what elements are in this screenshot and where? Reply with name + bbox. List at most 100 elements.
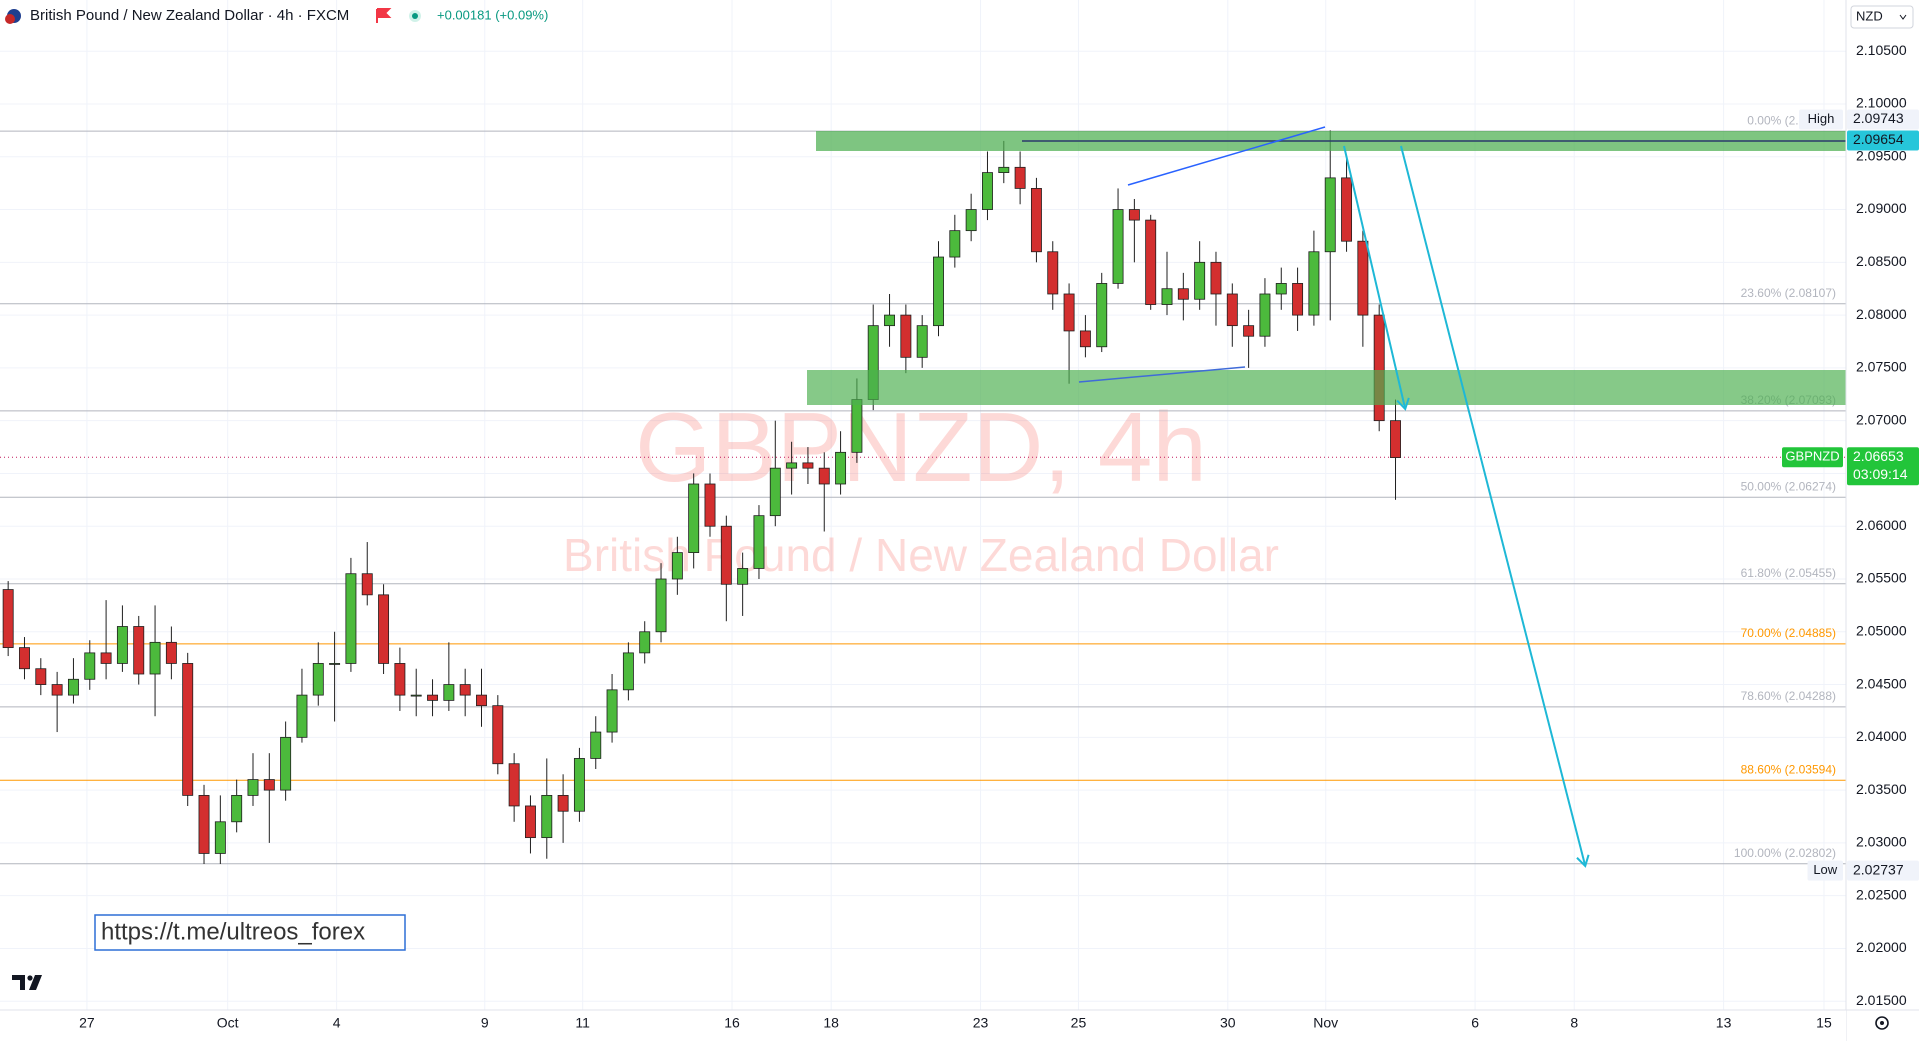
candle-body	[818, 467, 830, 485]
candle-body	[622, 652, 634, 691]
settings-icon[interactable]	[1875, 1016, 1889, 1030]
candle-body	[606, 689, 618, 733]
watermark: GBPNZD, 4h British Pound / New Zealand D…	[563, 392, 1279, 581]
x-tick-label: Nov	[1313, 1015, 1338, 1031]
y-tick-label: 2.10500	[1856, 42, 1907, 58]
candle-body	[541, 794, 553, 839]
x-tick-label: 9	[481, 1015, 489, 1031]
x-tick-label: Oct	[217, 1015, 239, 1031]
y-tick-label: 2.02500	[1856, 886, 1907, 902]
flag-marker[interactable]	[376, 8, 392, 23]
candle-body	[296, 694, 308, 738]
y-tick-label: 2.01500	[1856, 992, 1907, 1008]
candle-body	[165, 641, 177, 664]
candle-body	[476, 694, 487, 707]
candle-body	[753, 515, 765, 569]
watermark-symbol: GBPNZD, 4h	[635, 392, 1207, 502]
price-tags: 2.09743 High 2.09654 2.06653 03:09:14 GBPNZD 2…	[1782, 109, 1919, 881]
trend-line[interactable]	[1127, 126, 1326, 186]
candle-body	[427, 694, 438, 701]
candle-body	[671, 552, 683, 580]
candle-body	[1390, 420, 1401, 459]
link-frame[interactable]	[94, 914, 406, 951]
currency-button[interactable]	[1850, 5, 1914, 29]
price-tag-label-bg	[1799, 109, 1843, 130]
fib-label: 61.80% (2.05455)	[1741, 566, 1836, 580]
candle-body	[51, 684, 63, 696]
candle-body	[998, 166, 1010, 173]
status-dot	[412, 13, 418, 19]
candle-body	[214, 821, 226, 854]
candle-body	[1243, 325, 1255, 337]
candle-body	[655, 578, 667, 633]
candle-body	[361, 573, 373, 596]
y-tick-label: 2.03000	[1856, 834, 1907, 850]
y-tick-label: 2.02000	[1856, 939, 1907, 955]
price-tag	[1847, 447, 1919, 486]
symbol-title[interactable]: British Pound / New Zealand Dollar · 4h …	[30, 7, 349, 24]
candle-body	[133, 626, 145, 675]
flag-icon	[5, 14, 15, 24]
price-tag-value: 2.09743	[1853, 110, 1904, 126]
candle-body	[1079, 330, 1091, 348]
y-tick-label: 2.08500	[1856, 253, 1907, 269]
candle-body	[1324, 177, 1336, 253]
candle-body	[688, 483, 700, 554]
projection-arrow[interactable]	[1400, 145, 1590, 868]
candle-body	[280, 736, 292, 791]
fib-label: 50.00% (2.06274)	[1741, 479, 1836, 493]
candle-body	[100, 652, 112, 664]
price-tag-label-bg	[1807, 860, 1843, 881]
candle-body	[394, 663, 406, 696]
candle-body	[1341, 177, 1353, 242]
candle-body	[802, 462, 814, 469]
candle-body	[1292, 283, 1304, 316]
candle-body	[329, 663, 341, 665]
candle-body	[378, 594, 390, 664]
candle-body	[1128, 209, 1140, 221]
candle-body	[1047, 251, 1059, 295]
candle-body	[84, 652, 96, 680]
candle-body	[312, 663, 324, 696]
candle-body	[851, 399, 863, 453]
candle-body	[1275, 283, 1287, 295]
x-tick-label: 27	[79, 1015, 95, 1031]
candle-body	[900, 314, 912, 358]
candle-body	[2, 589, 14, 649]
link-text[interactable]: https://t.me/ultreos_forex	[101, 918, 365, 945]
time-axis-panel[interactable]	[0, 1010, 1846, 1041]
candle-body	[1259, 293, 1271, 337]
candle-body	[492, 705, 504, 765]
price-tag-label: Low	[1813, 862, 1837, 877]
candle-body	[345, 573, 357, 664]
candle-body	[704, 483, 716, 527]
x-tick-label: 15	[1816, 1015, 1832, 1031]
trend-line[interactable]	[1078, 366, 1246, 383]
candle-body	[247, 779, 259, 796]
x-tick-label: 23	[973, 1015, 989, 1031]
x-tick-label: 6	[1471, 1015, 1479, 1031]
x-tick-label: 13	[1716, 1015, 1732, 1031]
candle-body	[590, 731, 602, 759]
x-tick-label: 18	[823, 1015, 839, 1031]
candle-body	[149, 641, 161, 675]
support-zone[interactable]	[807, 370, 1846, 405]
currency-label[interactable]: NZD	[1856, 8, 1883, 23]
price-tag-value: 2.02737	[1853, 861, 1904, 877]
currency-caret	[1899, 14, 1907, 20]
candle-body	[1177, 288, 1189, 300]
candle-body	[182, 663, 194, 796]
x-tick-label: 16	[724, 1015, 740, 1031]
projection-arrow[interactable]	[1343, 145, 1410, 411]
candle-body	[1161, 288, 1173, 305]
watermark-description: British Pound / New Zealand Dollar	[563, 529, 1279, 581]
settings-icon-center	[1880, 1021, 1884, 1025]
candle-body	[835, 451, 847, 485]
fib-label: 23.60% (2.08107)	[1741, 286, 1836, 300]
candle-body	[410, 694, 422, 697]
candle-body	[573, 758, 585, 812]
fib-label: 70.00% (2.04885)	[1741, 626, 1836, 640]
candle-body	[982, 172, 993, 210]
